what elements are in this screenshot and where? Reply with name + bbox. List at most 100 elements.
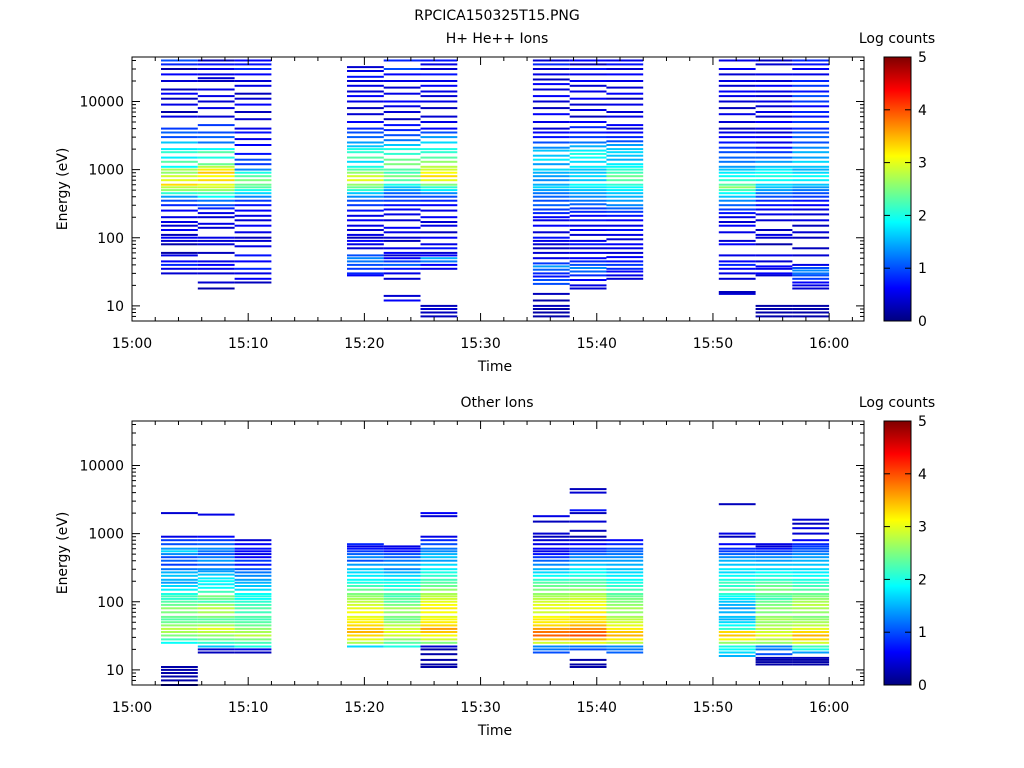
heatmap-cell [234, 219, 272, 222]
heatmap-cell [718, 595, 756, 598]
heatmap-cell [234, 97, 272, 100]
heatmap-cell [755, 208, 793, 211]
heatmap-cell [197, 595, 235, 598]
heatmap-cell [347, 243, 384, 246]
heatmap-cell [569, 210, 607, 213]
heatmap-cell [420, 168, 458, 171]
heatmap-cell [420, 175, 458, 178]
colorbar-ticks: 0 1 2 3 4 5 [884, 50, 927, 330]
heatmap-cell [383, 152, 421, 155]
heatmap-cell [755, 146, 793, 149]
heatmap-cell [532, 631, 570, 633]
heatmap-cell [569, 189, 607, 192]
heatmap-cell [532, 83, 570, 86]
heatmap-cell [420, 199, 458, 202]
heatmap-cell [234, 638, 272, 641]
heatmap-cell [532, 113, 570, 116]
heatmap-cell [532, 168, 570, 171]
heatmap-cell [234, 63, 272, 66]
heatmap-cell [532, 515, 570, 518]
heatmap-cell [532, 146, 570, 149]
heatmap-cell [755, 105, 793, 108]
heatmap-cell [347, 186, 384, 189]
heatmap-cell [197, 580, 235, 583]
heatmap-cell [234, 199, 272, 202]
heatmap-cell [532, 603, 570, 606]
heatmap-cell [197, 563, 235, 566]
heatmap-cell [347, 581, 384, 584]
heatmap-cell [161, 618, 198, 621]
heatmap-cell [755, 653, 793, 656]
heatmap-cell [197, 88, 235, 91]
x-tick-label: 15:50 [693, 700, 733, 716]
heatmap-cell [161, 88, 198, 91]
heatmap-cell [383, 574, 421, 577]
heatmap-cell [383, 263, 421, 266]
heatmap-cell [792, 600, 830, 603]
heatmap-cell [569, 559, 607, 562]
heatmap-cell [197, 624, 235, 627]
heatmap-cell [718, 136, 756, 139]
heatmap-cell [197, 634, 235, 637]
heatmap-cell [420, 648, 458, 651]
heatmap-cell [606, 641, 644, 644]
heatmap-cell [792, 171, 830, 174]
heatmap-cell [569, 595, 607, 598]
heatmap-cell [197, 131, 235, 134]
heatmap-cell [718, 231, 756, 234]
heatmap-cell [792, 199, 830, 202]
heatmap-cell [792, 281, 830, 284]
heatmap-cell [234, 645, 272, 648]
heatmap-cell [569, 263, 607, 266]
heatmap-cell [532, 308, 570, 310]
heatmap-cell [569, 103, 607, 106]
heatmap-cell [718, 160, 756, 163]
heatmap-cell [569, 615, 607, 618]
heatmap-cell [718, 571, 756, 574]
heatmap-cell [606, 127, 644, 130]
heatmap-cell [347, 100, 384, 103]
heatmap-cell [569, 491, 607, 494]
heatmap-cell [420, 186, 458, 189]
heatmap-cell [792, 651, 830, 654]
heatmap-cell [718, 600, 756, 603]
heatmap-cell [606, 238, 644, 241]
heatmap-cell [347, 95, 384, 98]
heatmap-cell [569, 90, 607, 93]
heatmap-cell [234, 624, 272, 627]
heatmap-cell [532, 520, 570, 523]
heatmap-cell [718, 260, 756, 263]
heatmap-cell [532, 559, 570, 562]
heatmap-cell [569, 597, 607, 600]
heatmap-cell [792, 151, 830, 154]
heatmap-cell [420, 204, 458, 207]
heatmap-cell [792, 141, 830, 144]
heatmap-cell [532, 304, 570, 307]
heatmap-cell [161, 539, 198, 542]
heatmap-cell [755, 243, 793, 246]
heatmap-cell [420, 216, 458, 219]
heatmap-cell [532, 63, 570, 66]
heatmap-cell [606, 148, 644, 151]
heatmap-cell [792, 208, 830, 211]
heatmap-cell [197, 573, 235, 576]
heatmap-cell [606, 63, 644, 66]
heatmap-cell [792, 588, 830, 591]
heatmap-cell [532, 219, 570, 222]
heatmap-cell [197, 73, 235, 76]
heatmap-cell [420, 666, 458, 668]
heatmap-cell [532, 624, 570, 627]
heatmap-cell [383, 199, 421, 202]
heatmap-cell [383, 585, 421, 587]
heatmap-cell [383, 615, 421, 618]
heatmap-cell [792, 195, 830, 198]
heatmap-cell [606, 256, 644, 259]
heatmap-cell [532, 315, 570, 318]
heatmap-cell [606, 243, 644, 246]
heatmap-cell [755, 59, 793, 62]
heatmap-cell [234, 80, 272, 82]
heatmap-cell [197, 281, 235, 284]
heatmap-cell [569, 251, 607, 254]
heatmap-cell [383, 219, 421, 222]
y-tick-label: 10 [106, 299, 124, 315]
